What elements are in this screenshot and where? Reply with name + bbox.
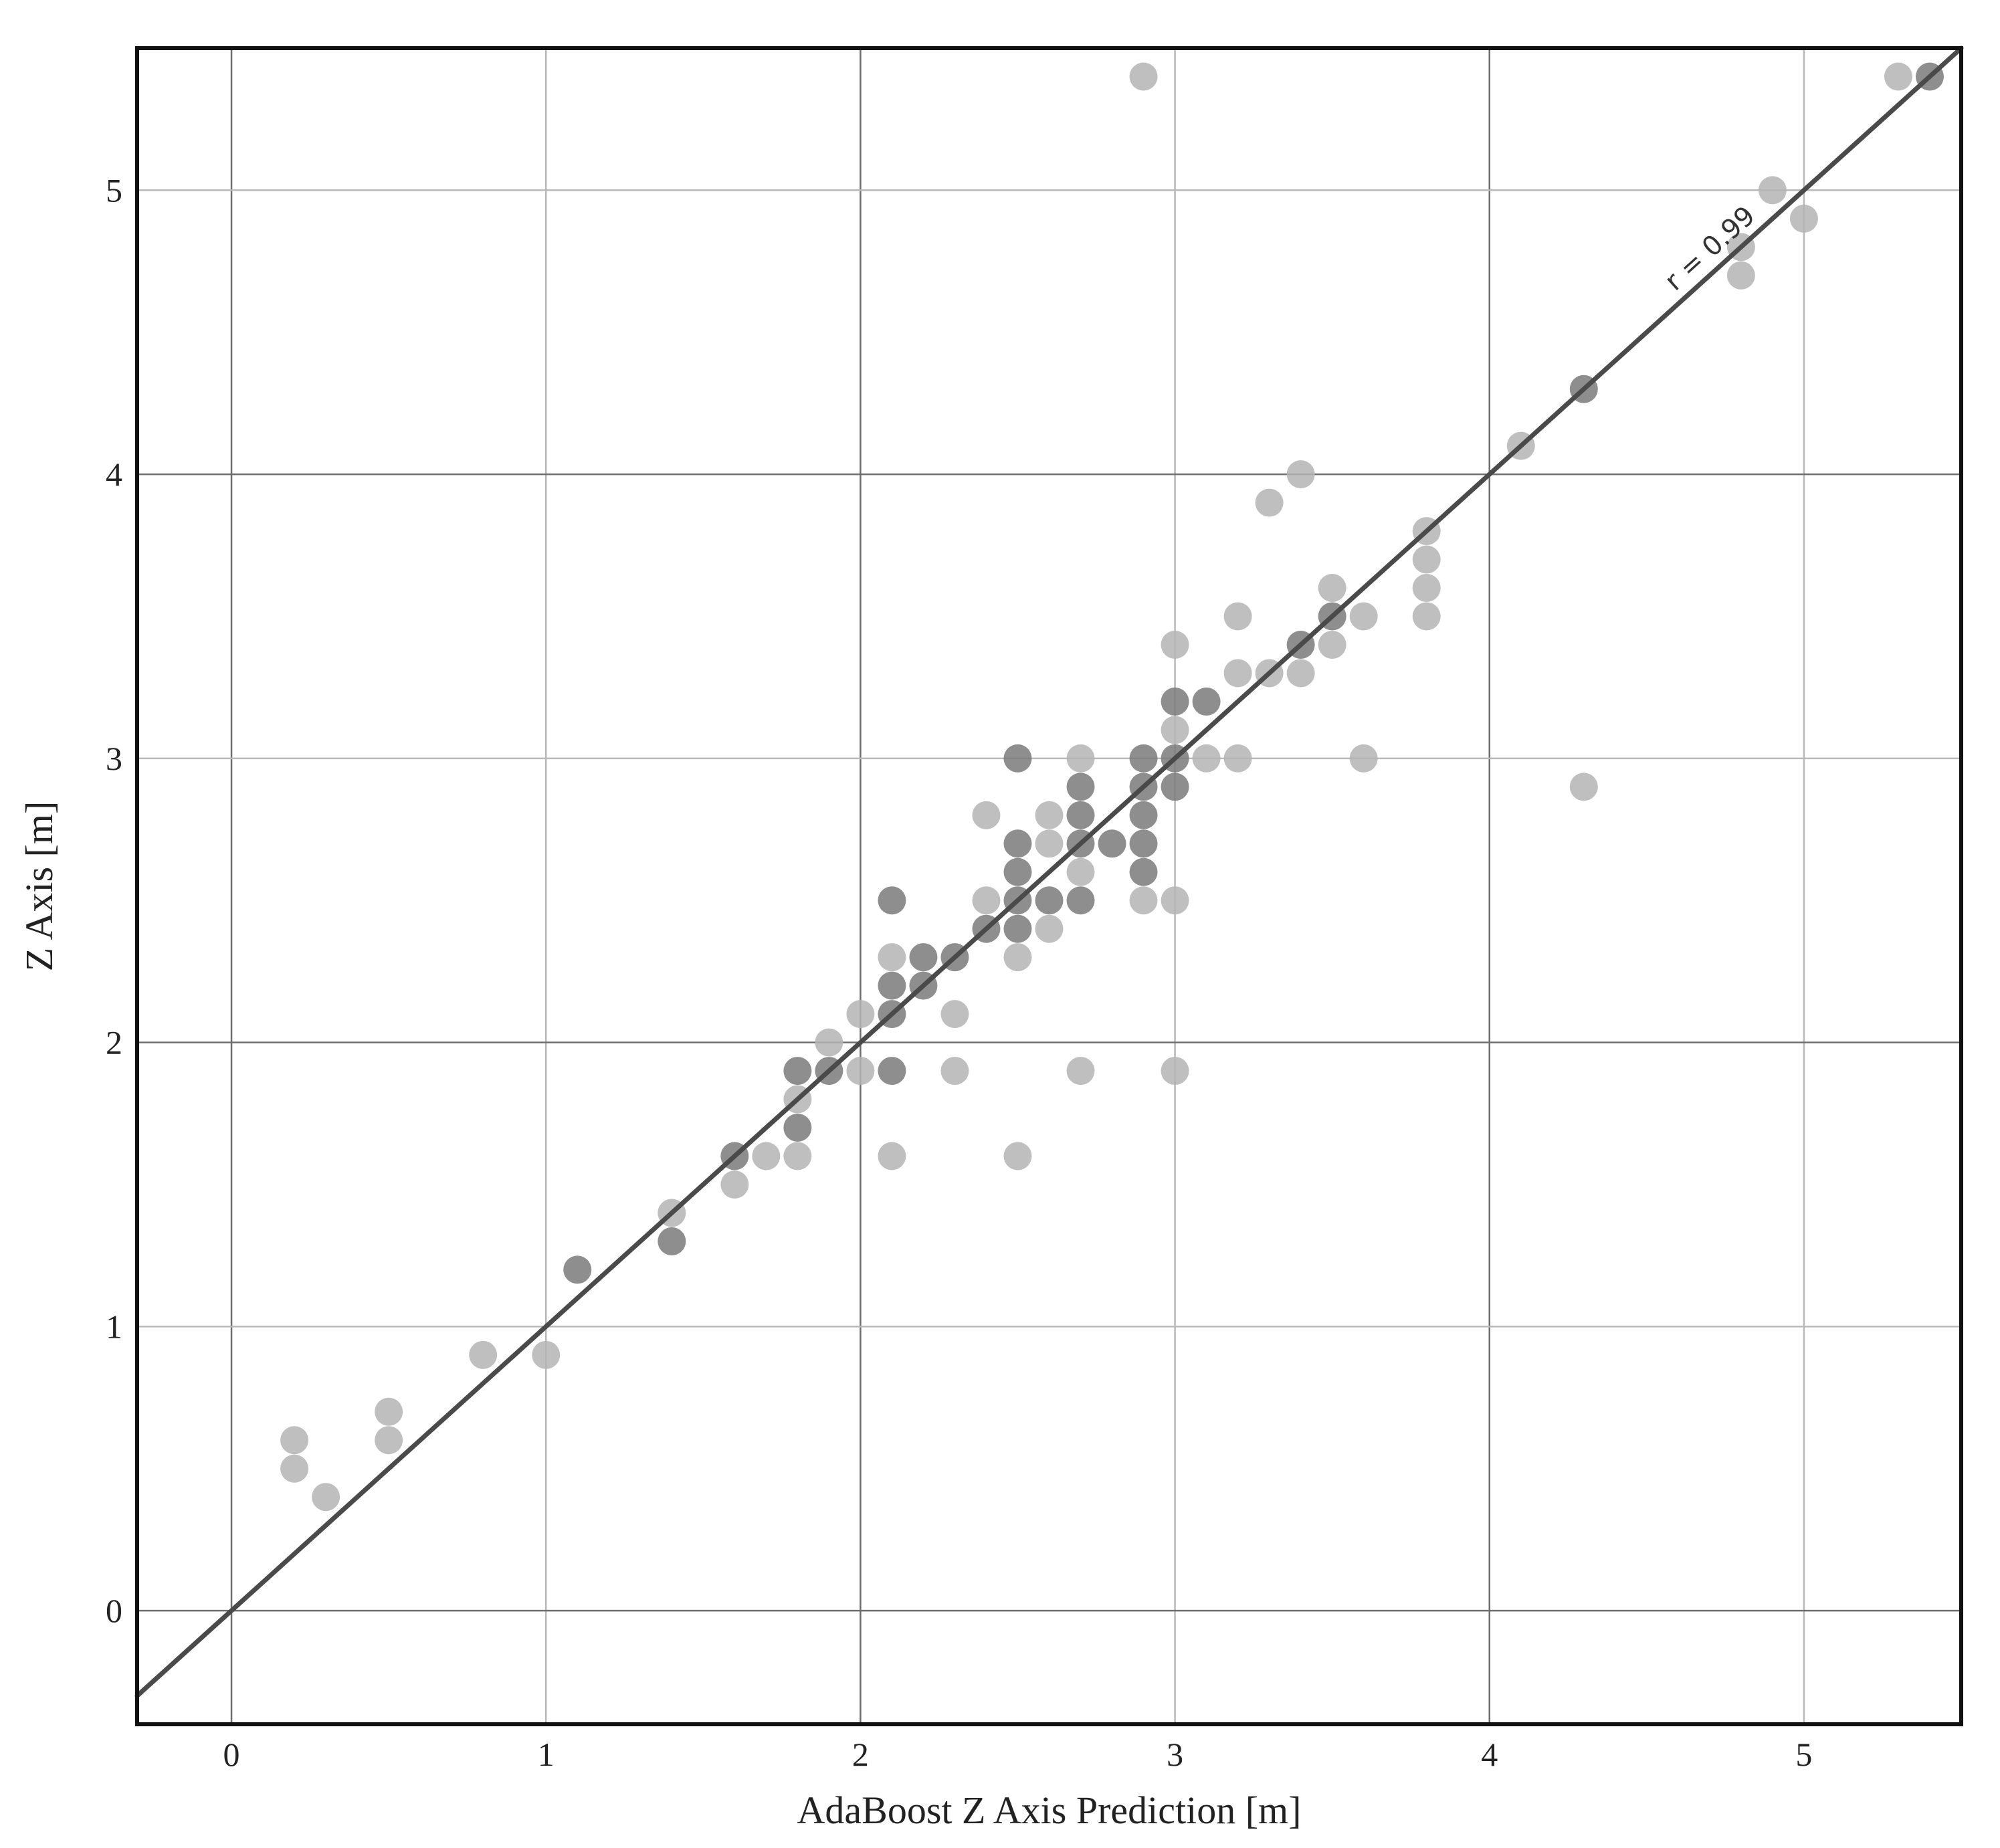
- data-point-dark: [1129, 744, 1158, 773]
- y-axis-title: Z Axis [m]: [17, 801, 61, 972]
- data-point-light: [1255, 488, 1284, 517]
- data-point-dark: [1192, 687, 1221, 716]
- data-point-dark: [1066, 773, 1095, 801]
- data-point-light: [1223, 744, 1252, 773]
- data-point-light: [1758, 176, 1787, 205]
- data-point-dark: [1129, 857, 1158, 886]
- data-point-light: [1129, 62, 1158, 91]
- data-point-light: [1412, 602, 1441, 631]
- data-point-light: [1161, 630, 1189, 659]
- fit-line: [134, 45, 1964, 1699]
- data-point-light: [1286, 659, 1315, 688]
- data-point-light: [312, 1483, 340, 1512]
- data-point-light: [783, 1142, 812, 1170]
- data-point-light: [1412, 545, 1441, 574]
- x-tick-label: 1: [538, 1736, 555, 1773]
- data-point-light: [1161, 886, 1189, 915]
- data-point-light: [1066, 744, 1095, 773]
- x-tick-label: 2: [852, 1736, 869, 1773]
- y-tick-label: 5: [106, 171, 122, 209]
- data-point-light: [1349, 602, 1378, 631]
- data-point-light: [1884, 62, 1912, 91]
- y-tick-label: 2: [106, 1024, 122, 1061]
- x-tick-label: 0: [223, 1736, 240, 1773]
- data-point-light: [375, 1426, 403, 1455]
- data-point-light: [1192, 744, 1221, 773]
- data-point-light: [1223, 602, 1252, 631]
- x-tick-label: 4: [1481, 1736, 1498, 1773]
- gridlines: [137, 48, 1961, 1724]
- data-point-dark: [909, 943, 938, 972]
- data-point-dark: [878, 886, 906, 915]
- data-point-light: [375, 1397, 403, 1426]
- data-point-light: [752, 1142, 781, 1170]
- data-point-light: [720, 1170, 749, 1199]
- data-point-light: [1726, 261, 1755, 290]
- y-tick-label: 3: [106, 740, 122, 777]
- data-point-light: [1003, 943, 1032, 972]
- data-point-light: [878, 943, 906, 972]
- data-point-dark: [1003, 829, 1032, 858]
- data-point-light: [972, 886, 1001, 915]
- x-tick-label: 3: [1167, 1736, 1183, 1773]
- data-point-light: [1161, 716, 1189, 744]
- data-point-dark: [1098, 829, 1126, 858]
- data-point-light: [1066, 857, 1095, 886]
- tick-labels: 0 1 2 3 4 5 0 1 2 3 4 5: [106, 171, 1812, 1773]
- data-point-dark: [878, 971, 906, 1000]
- data-point-light: [1789, 204, 1818, 233]
- x-tick-label: 5: [1795, 1736, 1812, 1773]
- data-point-dark: [1161, 773, 1189, 801]
- data-point-dark: [1129, 829, 1158, 858]
- data-point-light: [1035, 829, 1064, 858]
- x-axis-title: AdaBoost Z Axis Prediction [m]: [797, 1788, 1302, 1832]
- data-point-light: [846, 1000, 875, 1029]
- data-point-dark: [658, 1227, 686, 1255]
- data-point-light: [1569, 773, 1598, 801]
- data-point-light: [1318, 630, 1346, 659]
- data-point-light: [1286, 460, 1315, 489]
- fit-line-group: [134, 45, 1964, 1699]
- data-point-light: [1035, 914, 1064, 943]
- data-point-light: [280, 1454, 309, 1483]
- data-point-light: [532, 1340, 561, 1369]
- data-point-light: [878, 1142, 906, 1170]
- data-point-dark: [1003, 914, 1032, 943]
- data-point-dark: [1003, 857, 1032, 886]
- plot-frame: [135, 46, 1963, 1726]
- data-point-light: [846, 1057, 875, 1086]
- data-point-light: [972, 801, 1001, 829]
- data-point-dark: [783, 1057, 812, 1086]
- data-point-light: [1129, 886, 1158, 915]
- data-point-light: [815, 1028, 843, 1057]
- data-point-dark: [563, 1255, 592, 1284]
- data-point-dark: [1066, 886, 1095, 915]
- data-point-dark: [878, 1057, 906, 1086]
- y-tick-label: 1: [106, 1308, 122, 1345]
- y-tick-label: 4: [106, 455, 122, 493]
- data-point-light: [940, 1000, 969, 1029]
- data-point-dark: [1035, 886, 1064, 915]
- data-point-dark: [1066, 801, 1095, 829]
- data-point-light: [1318, 574, 1346, 603]
- data-point-dark: [783, 1114, 812, 1142]
- data-point-light: [1223, 659, 1252, 688]
- data-point-light: [1349, 744, 1378, 773]
- data-point-light: [469, 1340, 498, 1369]
- data-point-light: [1003, 1142, 1032, 1170]
- data-point-light: [940, 1057, 969, 1086]
- data-point-dark: [1161, 687, 1189, 716]
- data-point-light: [1412, 574, 1441, 603]
- data-point-light: [280, 1426, 309, 1455]
- data-point-dark: [1129, 801, 1158, 829]
- data-point-light: [1035, 801, 1064, 829]
- y-tick-label: 0: [106, 1592, 122, 1629]
- data-point-light: [1161, 1057, 1189, 1086]
- data-point-light: [1066, 1057, 1095, 1086]
- data-point-dark: [1003, 744, 1032, 773]
